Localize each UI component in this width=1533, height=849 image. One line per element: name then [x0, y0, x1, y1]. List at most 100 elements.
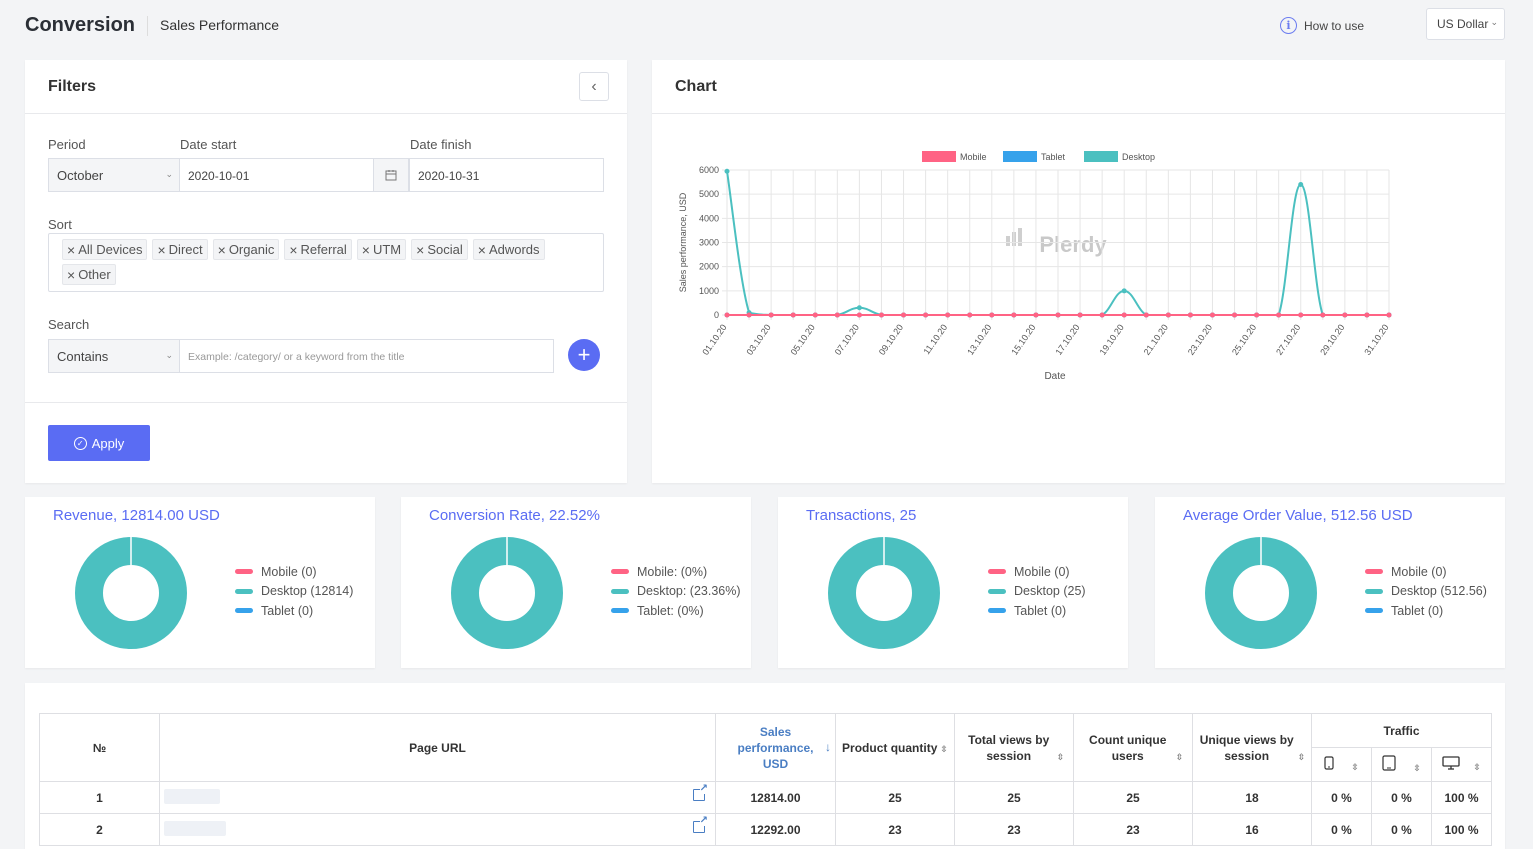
legend-label-mobile: Mobile — [960, 152, 987, 162]
sort-chip[interactable]: × Adwords — [472, 239, 545, 260]
legend-item: Tablet (0) — [1365, 601, 1487, 621]
chip-label: Adwords — [488, 242, 540, 257]
filters-title: Filters — [48, 78, 97, 95]
col-qty-label: Product quantity — [842, 740, 938, 755]
legend-swatch-mobile — [988, 569, 1006, 575]
close-icon[interactable]: × — [217, 241, 226, 258]
search-label: Search — [48, 317, 90, 332]
chart-title: Chart — [675, 78, 717, 95]
calendar-icon — [385, 170, 397, 181]
col-traffic-tablet[interactable]: ⇳ — [1371, 747, 1432, 782]
period-select[interactable]: October ⌄ — [48, 158, 180, 192]
legend-item: Tablet (0) — [988, 601, 1086, 621]
chip-label: Referral — [300, 242, 347, 257]
external-link-icon[interactable] — [693, 816, 708, 833]
info-icon: i — [1280, 17, 1297, 34]
col-traffic-desktop[interactable]: ⇳ — [1431, 747, 1492, 782]
line-chart: Plerdy 0 1000 2000 3000 4000 5000 6000 01.10.20 0… — [678, 151, 1392, 382]
col-unique-views[interactable]: Unique views by session ⇳ — [1192, 713, 1312, 782]
data-point-mobile — [1254, 312, 1260, 318]
sort-chip[interactable]: × Organic — [212, 239, 280, 260]
data-point-mobile — [1364, 312, 1370, 318]
legend-label: Tablet (0) — [261, 603, 314, 618]
cell-desktop: 100 % — [1431, 813, 1492, 846]
col-traffic-mobile[interactable]: ⇳ — [1311, 747, 1372, 782]
filters-panel: Filters ‹ Period Date start Date finish … — [25, 60, 627, 483]
calendar-button[interactable] — [373, 158, 409, 192]
chip-label: Organic — [228, 242, 275, 257]
legend-item: Mobile (0) — [235, 562, 353, 582]
external-link-icon[interactable] — [693, 784, 708, 801]
date-finish-input[interactable]: 2020-10-31 — [409, 158, 604, 192]
legend-item: Tablet: (0%) — [611, 601, 741, 621]
cell-mobile: 0 % — [1311, 813, 1372, 846]
data-point-mobile — [1386, 312, 1392, 318]
legend-label: Desktop (12814) — [261, 584, 354, 599]
kpi-legend: Mobile (0) Desktop (12814) Tablet (0) — [235, 562, 353, 621]
kpi-card-revenue: Revenue, 12814.00 USD Mobile (0) Desktop… — [25, 497, 375, 668]
data-point-mobile — [1209, 312, 1215, 318]
sort-chip[interactable]: × Referral — [284, 239, 352, 260]
data-point-mobile — [923, 312, 929, 318]
cell-number: 1 — [39, 781, 160, 814]
kpi-legend: Mobile (0) Desktop (25) Tablet (0) — [988, 562, 1086, 621]
x-tick-label: 05.10.20 — [789, 322, 817, 356]
cell-page-url — [159, 813, 716, 846]
data-point-mobile — [1033, 312, 1039, 318]
kpi-title: Average Order Value, 512.56 USD — [1183, 507, 1413, 524]
chip-label: All Devices — [78, 242, 143, 257]
legend-label: Tablet (0) — [1014, 603, 1067, 618]
close-icon[interactable]: × — [361, 241, 370, 258]
chevron-down-icon: ⌄ — [165, 350, 173, 360]
date-start-input[interactable]: 2020-10-01 — [179, 158, 374, 192]
page-title: Conversion — [25, 14, 136, 36]
x-tick-label: 01.10.20 — [700, 322, 728, 356]
cell-tablet: 0 % — [1371, 781, 1432, 814]
data-point-mobile — [967, 312, 973, 318]
close-icon[interactable]: × — [157, 241, 166, 258]
data-point-mobile — [1011, 312, 1017, 318]
cell-number: 2 — [39, 813, 160, 846]
chip-label: UTM — [372, 242, 402, 257]
close-icon[interactable]: × — [416, 241, 425, 258]
apply-button[interactable]: ✓ Apply — [48, 425, 150, 461]
cell-unique-views: 18 — [1192, 781, 1312, 814]
mobile-icon — [1324, 756, 1334, 770]
close-icon[interactable]: × — [67, 241, 76, 258]
sort-chip[interactable]: × All Devices — [62, 239, 148, 260]
legend-label: Desktop (512.56) — [1391, 584, 1487, 599]
add-filter-button[interactable]: + — [568, 339, 600, 371]
sort-chip[interactable]: × Other — [62, 264, 116, 285]
search-input[interactable]: Example: /category/ or a keyword from th… — [179, 339, 554, 373]
sort-chip[interactable]: × UTM — [356, 239, 407, 260]
cell-desktop: 100 % — [1431, 781, 1492, 814]
apply-label: Apply — [91, 435, 125, 451]
col-unique-users[interactable]: Count unique users ⇳ — [1073, 713, 1193, 782]
col-product-quantity[interactable]: Product quantity ⇳ — [835, 713, 955, 782]
legend-swatch-mobile — [922, 151, 956, 162]
collapse-filters-button[interactable]: ‹ — [579, 72, 609, 101]
chip-label: Social — [427, 242, 463, 257]
col-views-label: Total views by session — [968, 732, 1050, 763]
legend-item: Mobile (0) — [988, 562, 1086, 582]
search-mode-select[interactable]: Contains ⌄ — [48, 339, 180, 373]
redacted-url — [164, 821, 226, 836]
close-icon[interactable]: × — [289, 241, 298, 258]
chevron-left-icon: ‹ — [591, 77, 597, 95]
currency-select[interactable]: US Dollar ⌄ — [1426, 8, 1505, 40]
sort-chip[interactable]: × Direct — [152, 239, 208, 260]
close-icon[interactable]: × — [67, 266, 76, 283]
sort-chip[interactable]: × Social — [411, 239, 468, 260]
col-sales-performance[interactable]: Sales performance, USD ↓ — [715, 713, 836, 782]
col-total-views[interactable]: Total views by session ⇳ — [954, 713, 1074, 782]
legend-swatch-desktop — [611, 588, 629, 594]
desktop-icon — [1442, 756, 1460, 770]
data-point-mobile — [724, 312, 730, 318]
sort-multiselect[interactable]: × All Devices × Direct × Organic × Referral … — [48, 233, 604, 292]
x-tick-label: 21.10.20 — [1142, 322, 1170, 356]
plus-icon: + — [577, 342, 591, 367]
how-to-use-link[interactable]: i How to use — [1280, 17, 1364, 34]
cell-sales: 12814.00 — [715, 781, 836, 814]
tablet-icon — [1382, 755, 1396, 771]
close-icon[interactable]: × — [477, 241, 486, 258]
